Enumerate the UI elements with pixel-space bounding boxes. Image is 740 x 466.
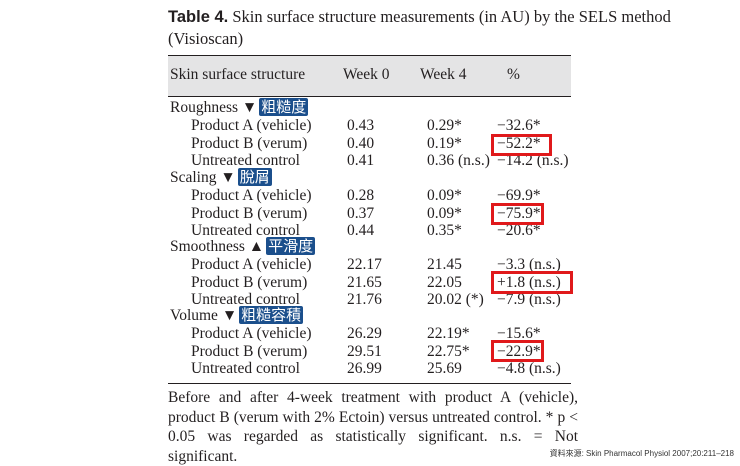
row-label: Product B (verum) <box>191 204 308 222</box>
section-heading: Smoothness ▲ 平滑度 <box>170 237 316 256</box>
caption-text: Skin surface structure measurements (in … <box>168 7 671 48</box>
cell-week0: 0.44 <box>347 222 375 239</box>
row-label: Product B (verum) <box>191 342 308 360</box>
cell-week0: 29.51 <box>347 342 382 360</box>
highlight-box <box>491 340 544 362</box>
cell-week4: 0.09* <box>427 204 462 222</box>
chinese-label-tag: 平滑度 <box>266 237 316 255</box>
section-name: Scaling ▼ <box>170 169 236 186</box>
cell-pct: +1.8 (n.s.) <box>497 273 561 291</box>
cell-week0: 26.29 <box>347 325 382 342</box>
header-percent: % <box>507 66 520 83</box>
cell-week4: 0.09* <box>427 187 462 204</box>
highlight-box <box>491 134 552 156</box>
caption-label: Table 4. <box>168 8 229 26</box>
cell-pct: −7.9 (n.s.) <box>497 291 561 308</box>
cell-week4: 20.02 (*) <box>427 291 484 308</box>
cell-pct: −32.6* <box>497 117 541 134</box>
cell-week4: 25.69 <box>427 360 462 377</box>
table-bottom-rule <box>168 383 571 384</box>
cell-week0: 21.76 <box>347 291 382 308</box>
cell-pct: −4.8 (n.s.) <box>497 360 561 377</box>
row-label: Product A (vehicle) <box>191 187 312 204</box>
cell-week4: 22.05 <box>427 273 462 291</box>
header-structure: Skin surface structure <box>170 66 306 83</box>
header-week4: Week 4 <box>420 66 467 83</box>
section-heading: Scaling ▼ 脫屑 <box>170 168 272 187</box>
highlight-box <box>491 203 544 225</box>
cell-week0: 0.41 <box>347 152 375 169</box>
cell-pct: −22.9* <box>497 342 541 360</box>
row-label: Untreated control <box>191 291 300 308</box>
cell-week4: 0.19* <box>427 134 462 152</box>
header-week0: Week 0 <box>343 66 390 83</box>
cell-week4: 0.36 (n.s.) <box>427 152 490 169</box>
cell-pct: −20.6* <box>497 222 541 239</box>
section-heading: Roughness ▼ 粗糙度 <box>170 98 309 117</box>
chinese-label-tag: 粗糙容積 <box>239 306 304 324</box>
cell-week4: 22.19* <box>427 325 470 342</box>
cell-pct: −14.2 (n.s.) <box>497 152 569 169</box>
cell-week4: 22.75* <box>427 342 470 360</box>
row-label: Untreated control <box>191 152 300 169</box>
cell-week0: 26.99 <box>347 360 382 377</box>
cell-week0: 0.37 <box>347 204 375 222</box>
cell-week4: 21.45 <box>427 256 462 273</box>
row-label: Product B (verum) <box>191 134 308 152</box>
table-header <box>168 55 571 97</box>
cell-pct: −15.6* <box>497 325 541 342</box>
table-footnote: Before and after 4-week treatment with p… <box>168 389 578 465</box>
source-citation: 資料來源: Skin Pharmacol Physiol 2007;20:211… <box>549 449 734 458</box>
chinese-label-tag: 脫屑 <box>237 168 272 186</box>
cell-week0: 21.65 <box>347 273 382 291</box>
section-name: Smoothness ▲ <box>170 238 265 255</box>
row-label: Product B (verum) <box>191 273 308 291</box>
chinese-label-tag: 粗糙度 <box>259 98 309 116</box>
cell-week0: 0.43 <box>347 117 375 134</box>
section-name: Volume ▼ <box>170 307 238 324</box>
cell-week4: 0.29* <box>427 117 462 134</box>
section-name: Roughness ▼ <box>170 99 258 116</box>
cell-week0: 0.28 <box>347 187 375 204</box>
row-label: Product A (vehicle) <box>191 256 312 273</box>
cell-pct: −69.9* <box>497 187 541 204</box>
highlight-box <box>491 271 573 294</box>
row-label: Untreated control <box>191 360 300 377</box>
cell-pct: −3.3 (n.s.) <box>497 256 561 273</box>
cell-pct: −75.9* <box>497 204 541 222</box>
table-caption: Table 4. Skin surface structure measurem… <box>168 6 728 49</box>
row-label: Product A (vehicle) <box>191 117 312 134</box>
cell-week0: 22.17 <box>347 256 382 273</box>
section-heading: Volume ▼ 粗糙容積 <box>170 306 304 325</box>
row-label: Product A (vehicle) <box>191 325 312 342</box>
cell-week0: 0.40 <box>347 134 375 152</box>
cell-week4: 0.35* <box>427 222 462 239</box>
cell-pct: −52.2* <box>497 134 541 152</box>
row-label: Untreated control <box>191 222 300 239</box>
